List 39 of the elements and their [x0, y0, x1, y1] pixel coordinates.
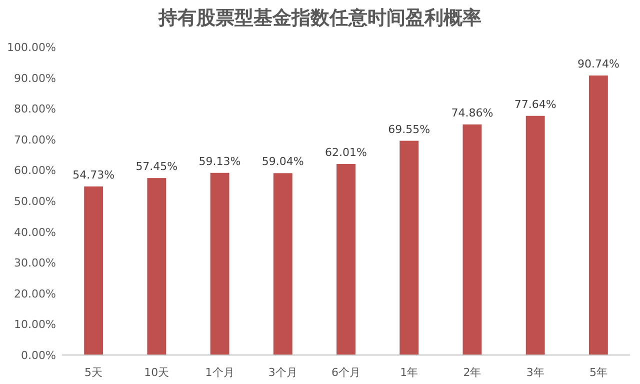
chart-title: 持有股票型基金指数任意时间盈利概率 [158, 7, 482, 29]
y-tick-label: 40.00% [14, 226, 56, 239]
bar [526, 116, 545, 355]
bar [588, 76, 608, 355]
data-label: 62.01% [325, 146, 367, 160]
data-label: 90.74% [577, 58, 620, 71]
data-label: 77.64% [514, 98, 556, 111]
data-label: 57.45% [136, 160, 178, 174]
y-tick-label: 60.00% [14, 164, 56, 178]
y-tick-label: 80.00% [14, 102, 56, 116]
bar [273, 173, 292, 355]
bar [336, 164, 356, 355]
bar [84, 186, 104, 355]
y-tick-label: 90.00% [14, 72, 56, 85]
x-tick-label: 5年 [589, 366, 608, 379]
y-tick-label: 100.00% [7, 41, 56, 54]
x-tick-label: 1年 [400, 366, 418, 379]
data-label: 74.86% [451, 106, 494, 120]
bar [400, 140, 419, 355]
x-tick-label: 6个月 [332, 366, 360, 379]
y-tick-label: 20.00% [14, 287, 56, 300]
data-label: 69.55% [388, 122, 430, 136]
x-tick-label: 3年 [526, 366, 544, 379]
x-tick-label: 2年 [463, 366, 482, 379]
x-tick-label: 5天 [84, 366, 103, 379]
data-label: 54.73% [72, 168, 115, 182]
y-tick-label: 0.00% [21, 349, 56, 362]
y-tick-label: 70.00% [14, 133, 56, 146]
bar [462, 124, 482, 355]
bar [210, 172, 230, 355]
data-label: 59.13% [198, 154, 241, 168]
x-tick-label: 1个月 [205, 366, 234, 379]
bar [147, 178, 166, 355]
data-label: 59.04% [262, 155, 304, 168]
y-tick-label: 50.00% [14, 195, 56, 208]
y-tick-label: 10.00% [14, 318, 56, 332]
x-tick-label: 10天 [144, 366, 170, 379]
x-tick-label: 3个月 [268, 366, 298, 379]
y-tick-label: 30.00% [14, 256, 56, 270]
